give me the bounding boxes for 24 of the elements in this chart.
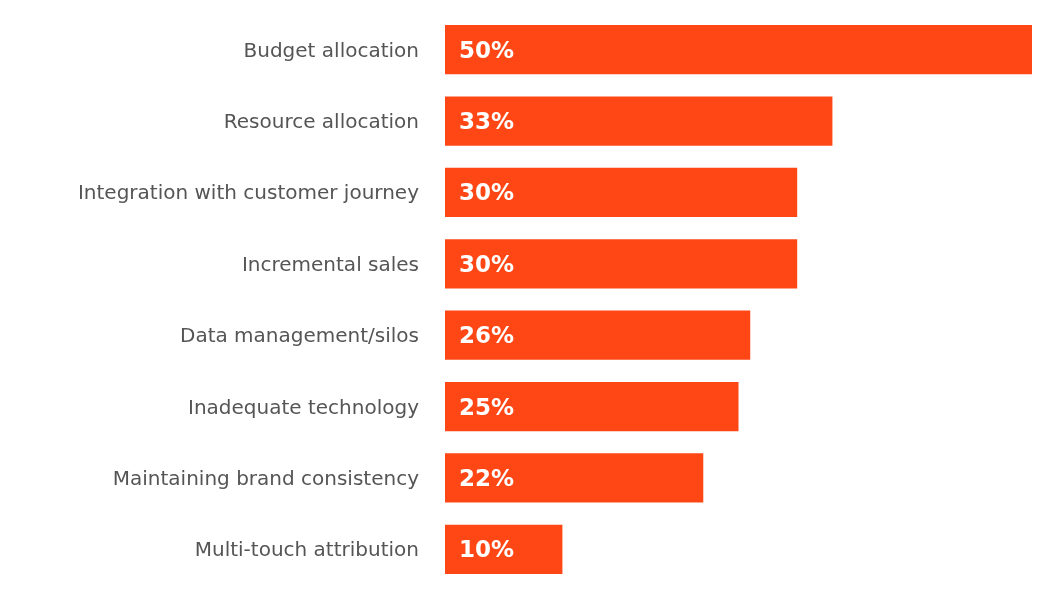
bar — [445, 96, 833, 146]
bar — [445, 167, 798, 218]
data-label: 25% — [459, 393, 515, 420]
bar — [445, 381, 739, 432]
y-tick-label: Incremental sales — [241, 251, 419, 276]
data-label: 10% — [459, 536, 515, 563]
y-tick-label: Budget allocation — [243, 37, 419, 62]
bar — [445, 310, 751, 360]
y-tick-label: Maintaining brand consistency — [112, 465, 420, 490]
data-label: 33% — [459, 108, 515, 135]
bar — [445, 25, 1032, 75]
data-label: 30% — [459, 179, 515, 206]
bar — [445, 239, 798, 289]
y-tick-label: Multi-touch attribution — [194, 537, 419, 562]
data-label: 26% — [459, 322, 515, 349]
bar — [445, 453, 704, 503]
data-label: 22% — [459, 464, 515, 491]
y-tick-label: Inadequate technology — [187, 394, 420, 419]
y-tick-label: Data management/silos — [179, 323, 419, 348]
data-label: 30% — [459, 250, 515, 277]
y-tick-label: Resource allocation — [223, 109, 419, 134]
y-tick-label: Integration with customer journey — [77, 180, 420, 205]
bar — [445, 524, 563, 574]
data-label: 50% — [459, 36, 515, 63]
